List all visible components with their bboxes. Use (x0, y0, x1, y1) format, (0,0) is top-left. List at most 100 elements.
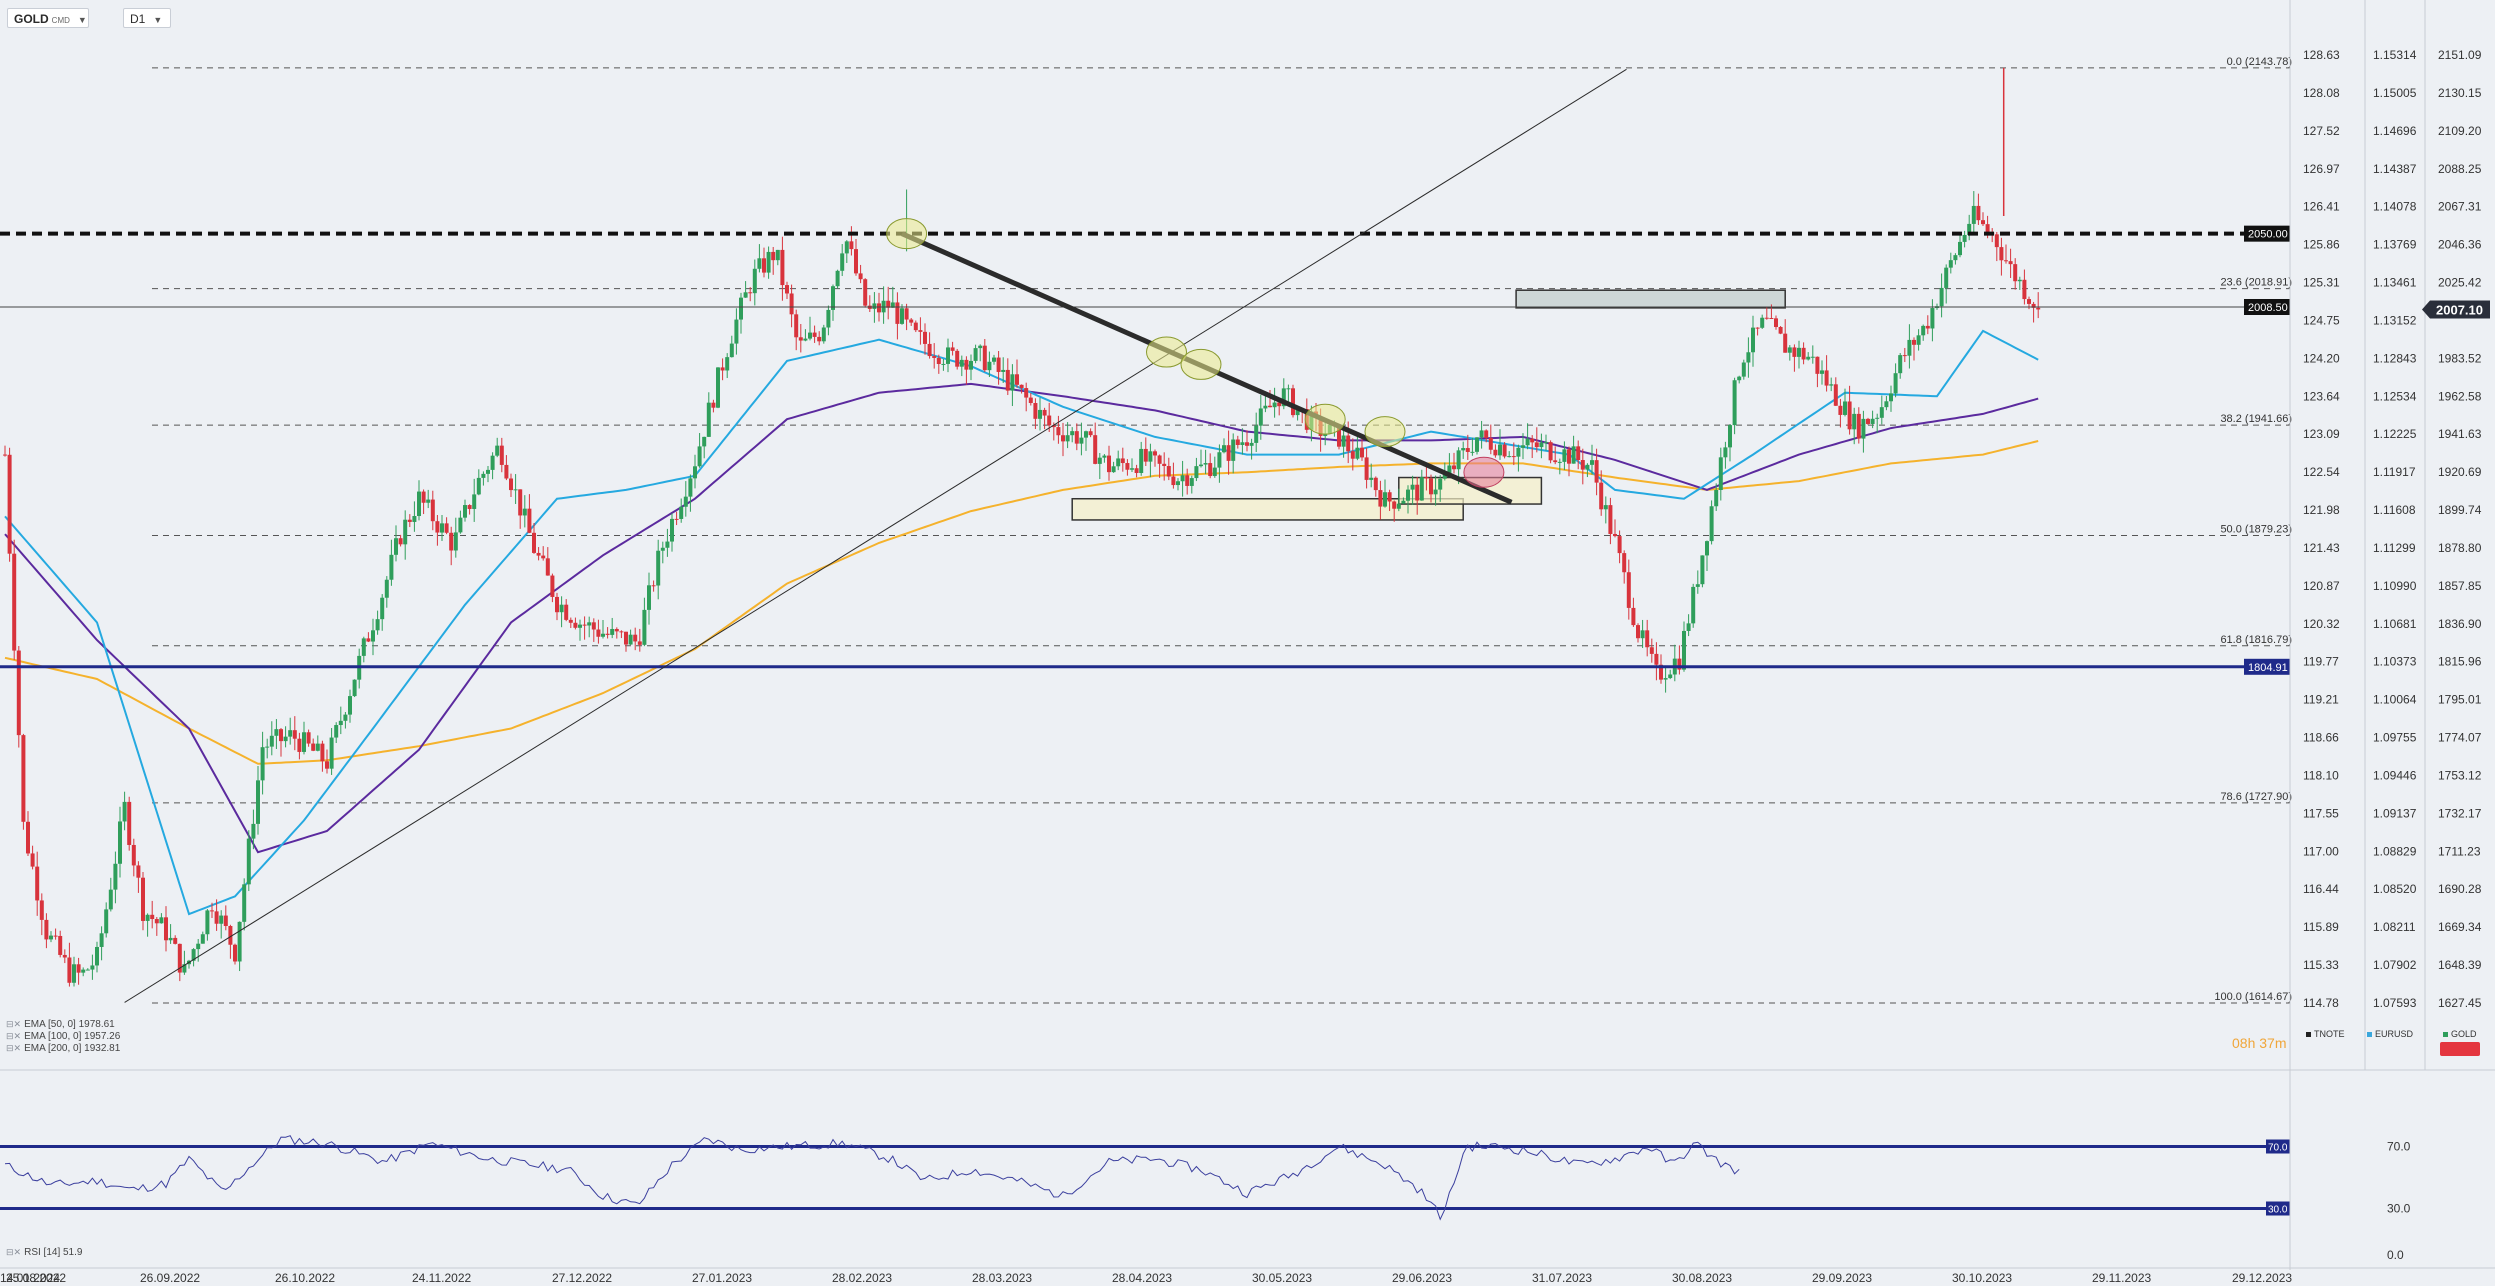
candle-body (711, 402, 716, 408)
candle-body (1047, 415, 1052, 426)
candle-body (992, 357, 996, 362)
candle-body (1511, 456, 1516, 458)
candle-body (780, 249, 785, 286)
highlight-circle (1146, 336, 1187, 368)
candle-body (35, 866, 40, 901)
ema100-legend-item[interactable]: ⊟✕ EMA [100, 0] 1957.26 (6, 1030, 120, 1042)
candle-body (752, 268, 757, 294)
candle-body (407, 519, 412, 522)
ema50-legend-item[interactable]: ⊟✕ EMA [50, 0] 1978.61 (6, 1018, 120, 1030)
highlight-circle (1180, 348, 1222, 380)
eurusd-tick-label: 1.12843 (2373, 351, 2417, 365)
eurusd-tick-label: 1.11299 (2373, 541, 2416, 555)
candle-body (950, 347, 955, 351)
rsi-level-tag-label: 30.0 (2268, 1205, 2288, 1216)
candle-body (1603, 505, 1608, 510)
candle-body (1079, 437, 1084, 444)
candle-body (113, 863, 118, 890)
candle-body (693, 466, 697, 479)
candle-body (1286, 388, 1291, 390)
candle-body (302, 732, 306, 752)
eurusd-tick-label: 1.14078 (2373, 200, 2417, 214)
candle-body (522, 508, 527, 516)
candle-body (872, 303, 877, 309)
gold-swatch (2443, 1032, 2448, 1038)
candle-body (1843, 401, 1847, 415)
candle-body (1061, 435, 1065, 442)
tnote-tick-label: 126.97 (2303, 162, 2340, 176)
highlight-circle (1463, 456, 1505, 488)
candle-body (476, 477, 481, 495)
candle-body (568, 619, 573, 623)
settings-icon[interactable]: ⊟✕ (6, 1043, 22, 1053)
fibonacci-levels: 0.0 (2143.78) 23.6 (2018.91) 38.2 (1941.66… (152, 56, 2292, 1004)
ema200-legend-item[interactable]: ⊟✕ EMA [200, 0] 1932.81 (6, 1042, 120, 1054)
candle-body (1645, 630, 1650, 648)
candle-body (265, 746, 270, 748)
candle-body (1548, 442, 1553, 461)
gold-tick-label: 1669.34 (2438, 920, 2482, 934)
candle-body (527, 508, 532, 533)
candle-body (2036, 307, 2041, 310)
rsi-legend[interactable]: ⊟✕ RSI [14] 51.9 (6, 1246, 82, 1258)
symbol-selector[interactable]: GOLD CMD ▼ (7, 8, 89, 28)
ema200-line (4, 440, 2039, 765)
candle-body (1470, 451, 1475, 453)
candle-body (886, 300, 891, 308)
settings-icon[interactable]: ⊟✕ (6, 1019, 22, 1029)
candle-body (955, 350, 960, 367)
sell-button[interactable] (2440, 1042, 2480, 1056)
candle-body (260, 747, 265, 781)
candle-body (361, 638, 366, 656)
candle-body (467, 505, 472, 509)
series-legend-gold[interactable]: GOLD (2443, 1029, 2477, 1039)
candle-body (1764, 317, 1769, 319)
tnote-tick-label: 121.98 (2303, 503, 2340, 517)
candle-body (536, 552, 541, 556)
candle-body (1010, 374, 1015, 391)
candle-body (1976, 205, 1981, 221)
rsi-level-tag (2266, 1201, 2290, 1216)
settings-icon[interactable]: ⊟✕ (6, 1247, 22, 1257)
gold-tick-label: 1627.45 (2438, 996, 2482, 1010)
candle-body (1967, 223, 1972, 235)
tnote-tick-label: 114.78 (2303, 996, 2339, 1010)
candle-body (541, 555, 546, 559)
candle-body (647, 585, 651, 610)
candle-body (49, 935, 53, 940)
candle-body (1636, 625, 1640, 639)
candle-body (154, 919, 159, 924)
settings-icon[interactable]: ⊟✕ (6, 1031, 22, 1041)
gold-tick-label: 1648.39 (2438, 958, 2482, 972)
candle-body (1599, 482, 1604, 510)
candle-body (1507, 456, 1512, 458)
candle-body (1134, 468, 1139, 473)
tnote-tick-label: 126.41 (2303, 200, 2340, 214)
candle-body (1153, 451, 1157, 456)
candle-body (978, 345, 983, 349)
candle-body (1659, 664, 1663, 680)
candle-body (1824, 370, 1829, 386)
interval-selector[interactable]: D1 ▼ (123, 8, 171, 28)
time-tick-label: 26.10.2022 (275, 1271, 335, 1285)
candle-body (619, 631, 624, 633)
candle-body (1797, 347, 1801, 357)
price-axis-bg (2290, 0, 2495, 1286)
candle-body (1456, 450, 1461, 470)
candle-body (1580, 460, 1585, 470)
candle-body (863, 279, 868, 306)
candle-body (504, 464, 509, 479)
gold-tick-label: 1732.17 (2438, 806, 2482, 820)
candle-body (320, 743, 325, 762)
candle-body (164, 917, 168, 941)
gold-tick-label: 2025.42 (2438, 276, 2482, 290)
candle-body (1452, 465, 1456, 470)
candle-body (1065, 435, 1070, 442)
series-legend-tnote[interactable]: TNOTE (2306, 1029, 2345, 1039)
gold-tick-label: 2046.36 (2438, 238, 2482, 252)
series-legend-eurusd[interactable]: EURUSD (2367, 1029, 2413, 1039)
candle-body (1295, 408, 1300, 416)
candle-body (849, 241, 854, 250)
candle-body (591, 622, 596, 630)
